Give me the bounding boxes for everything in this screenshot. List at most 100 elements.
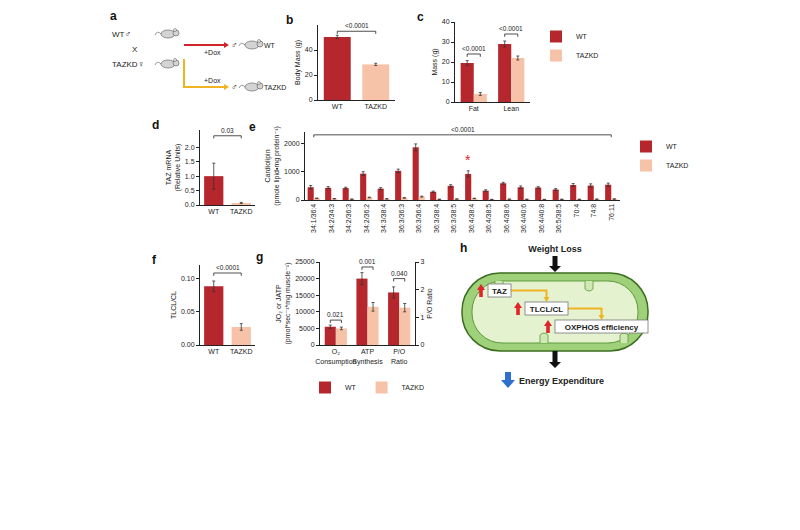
svg-text:♂: ♂ [231, 40, 238, 50]
svg-text:TAZ mRNA(Relative Units): TAZ mRNA(Relative Units) [165, 144, 182, 192]
svg-text:e: e [249, 120, 256, 134]
svg-text:25000: 25000 [295, 258, 315, 265]
svg-text:X: X [132, 45, 138, 54]
svg-text:76:11: 76:11 [608, 204, 615, 221]
svg-text:2.0: 2.0 [185, 144, 195, 151]
svg-text:WT: WT [264, 42, 276, 49]
svg-text:g: g [256, 250, 263, 264]
svg-text:34:2/36:3: 34:2/36:3 [345, 204, 352, 233]
svg-text:0.001: 0.001 [359, 258, 376, 265]
svg-text:P/O Ratio: P/O Ratio [426, 288, 433, 318]
svg-text:TAZ: TAZ [492, 287, 507, 296]
svg-text:TAZKD♀: TAZKD♀ [112, 59, 144, 69]
svg-text:34:3/38:4: 34:3/38:4 [380, 204, 387, 233]
svg-text:Mass (g): Mass (g) [431, 48, 439, 75]
svg-text:TLCL/CL: TLCL/CL [530, 305, 563, 314]
svg-text:40: 40 [305, 46, 313, 53]
svg-text:P/ORatio: P/ORatio [391, 348, 407, 364]
svg-text:*: * [465, 152, 471, 168]
svg-text:0: 0 [420, 341, 424, 348]
svg-text:36:4/38:5: 36:4/38:5 [485, 204, 492, 233]
svg-text:36:4/40:8: 36:4/40:8 [538, 204, 545, 233]
svg-text:0.021: 0.021 [327, 311, 344, 318]
svg-text:1.5: 1.5 [185, 158, 195, 165]
svg-text:TAZKD: TAZKD [230, 208, 252, 215]
svg-text:TAZKD: TAZKD [230, 348, 252, 355]
svg-text:0.5: 0.5 [185, 187, 195, 194]
svg-text:1: 1 [420, 314, 424, 321]
svg-text:WT: WT [666, 143, 678, 150]
svg-text:0.03: 0.03 [221, 127, 234, 134]
svg-text:34:2/36:2: 34:2/36:2 [363, 204, 370, 233]
svg-text:ATPSynthesis: ATPSynthesis [352, 348, 383, 365]
svg-text:+Dox: +Dox [204, 49, 221, 56]
svg-text:0.05: 0.05 [181, 308, 195, 315]
svg-text:♂: ♂ [231, 82, 238, 92]
svg-text:40: 40 [442, 18, 450, 25]
svg-text:36:4/38:6: 36:4/38:6 [503, 204, 510, 233]
svg-text:WT♂: WT♂ [112, 29, 131, 39]
svg-text:0: 0 [311, 341, 315, 348]
svg-text:0: 0 [446, 98, 450, 105]
svg-text:a: a [110, 9, 117, 23]
svg-text:36:5/38:5: 36:5/38:5 [555, 204, 562, 233]
svg-text:TAZKD: TAZKD [264, 84, 286, 91]
svg-text:5000: 5000 [299, 325, 315, 332]
svg-text:Weight Loss: Weight Loss [528, 244, 581, 254]
svg-text:TAZKD: TAZKD [402, 384, 424, 391]
svg-text:JO₂ or JATP(pmol*sec⁻¹*mg musc: JO₂ or JATP(pmol*sec⁻¹*mg muscle⁻¹) [275, 262, 292, 344]
svg-text:36:3/38:4: 36:3/38:4 [433, 204, 440, 233]
svg-text:d: d [152, 118, 159, 132]
svg-text:WT: WT [332, 103, 344, 110]
svg-text:36:3/36:4: 36:3/36:4 [415, 204, 422, 233]
svg-text:36:4/38:4: 36:4/38:4 [468, 204, 475, 233]
svg-text:f: f [152, 253, 157, 267]
svg-text:1.0: 1.0 [185, 173, 195, 180]
svg-text:36:4/40:6: 36:4/40:6 [520, 204, 527, 233]
svg-text:<0.0001: <0.0001 [216, 264, 240, 271]
svg-text:15000: 15000 [295, 292, 315, 299]
svg-text:0: 0 [296, 196, 300, 203]
svg-text:WT: WT [208, 348, 220, 355]
svg-text:34:2/34:3: 34:2/34:3 [328, 204, 335, 233]
svg-text:10000: 10000 [295, 308, 315, 315]
svg-text:0.10: 0.10 [181, 275, 195, 282]
svg-text:Cardiolipin(pmole lipid•mg pro: Cardiolipin(pmole lipid•mg protein⁻¹) [264, 126, 281, 206]
svg-text:TAZKD: TAZKD [365, 103, 387, 110]
svg-text:WT: WT [208, 208, 220, 215]
svg-text:20: 20 [305, 71, 313, 78]
svg-text:74:8: 74:8 [590, 204, 597, 218]
svg-text:0.040: 0.040 [391, 270, 408, 277]
svg-text:c: c [417, 10, 424, 24]
svg-text:0: 0 [309, 96, 313, 103]
svg-text:3: 3 [420, 258, 424, 265]
svg-text:70:4: 70:4 [573, 204, 580, 218]
svg-text:<0.0001: <0.0001 [462, 45, 486, 52]
svg-text:36:3/38:5: 36:3/38:5 [450, 204, 457, 233]
svg-text:Energy Expenditure: Energy Expenditure [519, 376, 604, 386]
svg-text:30: 30 [442, 38, 450, 45]
svg-text:WT: WT [576, 33, 588, 40]
svg-text:TAZKD: TAZKD [666, 162, 688, 169]
svg-text:<0.0001: <0.0001 [499, 25, 523, 32]
svg-text:OXPHOS efficiency: OXPHOS efficiency [565, 323, 639, 332]
svg-text:O₂Consumption: O₂Consumption [315, 348, 356, 365]
svg-text:1000: 1000 [284, 168, 300, 175]
svg-text:h: h [460, 241, 467, 255]
svg-text:34:1/36:4: 34:1/36:4 [310, 204, 317, 233]
svg-text:Body Mass (g): Body Mass (g) [294, 40, 302, 85]
svg-text:+Dox: +Dox [204, 77, 221, 84]
svg-text:0.00: 0.00 [181, 341, 195, 348]
svg-text:10: 10 [442, 78, 450, 85]
svg-text:TAZKD: TAZKD [576, 52, 598, 59]
svg-text:36:3/36:3: 36:3/36:3 [398, 204, 405, 233]
svg-text:TLCL/CL: TLCL/CL [170, 291, 177, 319]
svg-text:2: 2 [420, 286, 424, 293]
svg-text:WT: WT [345, 384, 357, 391]
svg-text:0.0: 0.0 [185, 201, 195, 208]
svg-text:2000: 2000 [284, 140, 300, 147]
svg-text:Lean: Lean [503, 105, 519, 112]
svg-text:Fat: Fat [469, 105, 479, 112]
svg-text:20: 20 [442, 58, 450, 65]
svg-text:<0.0001: <0.0001 [451, 126, 475, 133]
